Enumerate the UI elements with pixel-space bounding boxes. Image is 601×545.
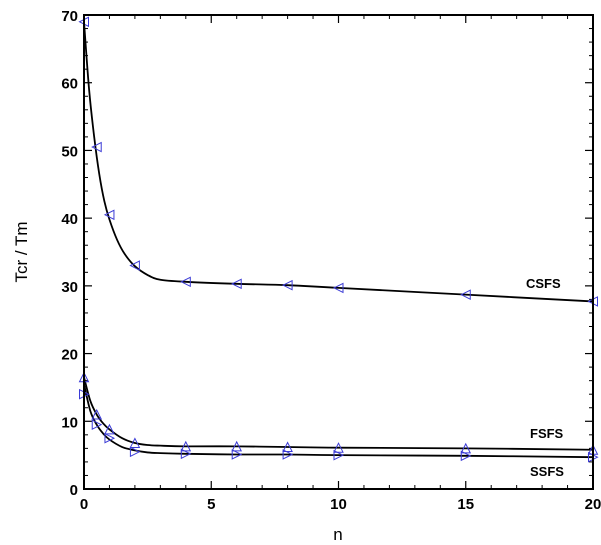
- data-point-ssfs: [282, 449, 294, 460]
- series-label-ssfs: SSFS: [530, 464, 564, 479]
- data-point-ssfs: [129, 446, 141, 458]
- data-point-ssfs: [460, 450, 472, 462]
- data-point-csfs: [129, 260, 140, 271]
- data-point-ssfs: [333, 449, 345, 461]
- y-tick-label: 70: [61, 8, 78, 25]
- y-tick-label: 30: [61, 279, 78, 296]
- data-point-csfs: [103, 209, 115, 221]
- data-point-fsfs: [129, 437, 141, 448]
- data-point-fsfs: [91, 408, 103, 420]
- data-point-ssfs: [180, 448, 192, 460]
- x-tick-label: 10: [330, 496, 347, 513]
- y-tick-label: 60: [61, 76, 78, 93]
- series-line-fsfs: [83, 377, 594, 451]
- data-point-fsfs: [231, 440, 243, 452]
- data-point-ssfs: [231, 449, 243, 460]
- y-tick-label: 10: [61, 414, 78, 431]
- data-point-fsfs: [282, 441, 293, 453]
- series-line-ssfs: [83, 383, 594, 459]
- data-point-fsfs: [180, 440, 192, 452]
- series-label-csfs: CSFS: [526, 276, 561, 291]
- data-point-csfs: [91, 141, 102, 153]
- data-point-csfs: [332, 282, 344, 294]
- data-point-csfs: [231, 278, 242, 290]
- y-tick-label: 50: [61, 143, 78, 160]
- data-point-ssfs: [91, 419, 103, 430]
- y-tick-label: 0: [70, 482, 78, 499]
- x-tick-label: 0: [80, 496, 88, 513]
- y-tick-label: 40: [61, 211, 78, 228]
- y-axis-title: Tcr / Tm: [12, 221, 31, 282]
- series-line-csfs: [83, 21, 594, 303]
- data-point-ssfs: [104, 432, 116, 444]
- plot-frame: [83, 14, 594, 490]
- x-tick-label: 5: [207, 496, 215, 513]
- x-tick-label: 20: [585, 496, 601, 513]
- data-point-csfs: [460, 289, 471, 300]
- x-tick-label: 15: [457, 496, 474, 513]
- data-point-fsfs: [333, 442, 344, 453]
- data-point-fsfs: [460, 442, 472, 454]
- data-point-fsfs: [104, 423, 115, 435]
- y-tick-label: 20: [61, 347, 78, 364]
- series-label-fsfs: FSFS: [530, 426, 564, 441]
- data-point-csfs: [281, 279, 293, 291]
- x-axis-title: n: [333, 525, 342, 544]
- data-point-csfs: [180, 276, 191, 288]
